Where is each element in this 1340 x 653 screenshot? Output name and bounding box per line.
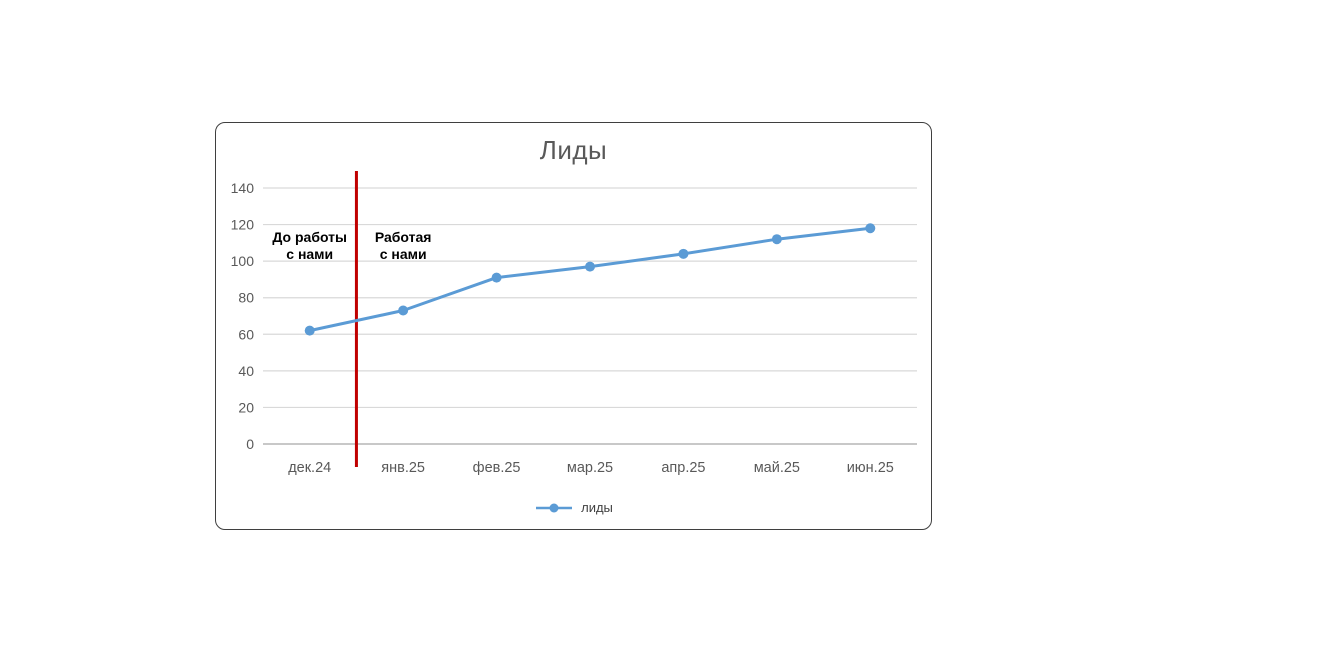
annotation-before-divider: До работы: [272, 229, 347, 245]
y-tick-label: 20: [238, 399, 254, 415]
y-tick-label: 80: [238, 290, 254, 306]
x-tick-label: июн.25: [847, 460, 894, 476]
x-tick-label: дек.24: [288, 460, 331, 476]
x-tick-label: фев.25: [473, 460, 521, 476]
y-tick-label: 60: [238, 326, 254, 342]
data-point-marker: [678, 248, 689, 259]
x-tick-label: апр.25: [661, 460, 705, 476]
y-tick-label: 0: [246, 436, 254, 452]
y-tick-label: 40: [238, 363, 254, 379]
chart-legend: лиды: [216, 500, 931, 515]
chart-title: Лиды: [539, 135, 608, 165]
data-point-marker: [585, 261, 595, 272]
line-chart-plot-area: 0 20 40 60 80 100 120 140 дек.24 янв.25 фев.25 мар.…: [231, 171, 917, 476]
data-point-marker: [398, 305, 409, 316]
x-tick-label: янв.25: [381, 460, 425, 476]
y-tick-label: 120: [231, 217, 255, 233]
legend-label: лиды: [581, 500, 613, 515]
x-tick-label: май.25: [754, 460, 800, 476]
y-tick-label: 140: [231, 180, 255, 196]
y-tick-label: 100: [231, 253, 255, 269]
legend-series-marker-icon: [536, 503, 573, 512]
annotation-after-divider: с нами: [380, 246, 427, 262]
data-point-marker: [304, 325, 315, 336]
x-tick-label: мар.25: [567, 460, 613, 476]
data-point-marker: [491, 272, 502, 283]
data-point-marker: [865, 223, 876, 234]
chart-card: Лиды 0 20 40 60 80 100 120 140 дек.24 янв.25 фев.2…: [215, 122, 932, 530]
annotation-before-divider: с нами: [286, 246, 333, 262]
annotation-after-divider: Работая: [375, 229, 432, 245]
data-point-marker: [771, 234, 782, 245]
